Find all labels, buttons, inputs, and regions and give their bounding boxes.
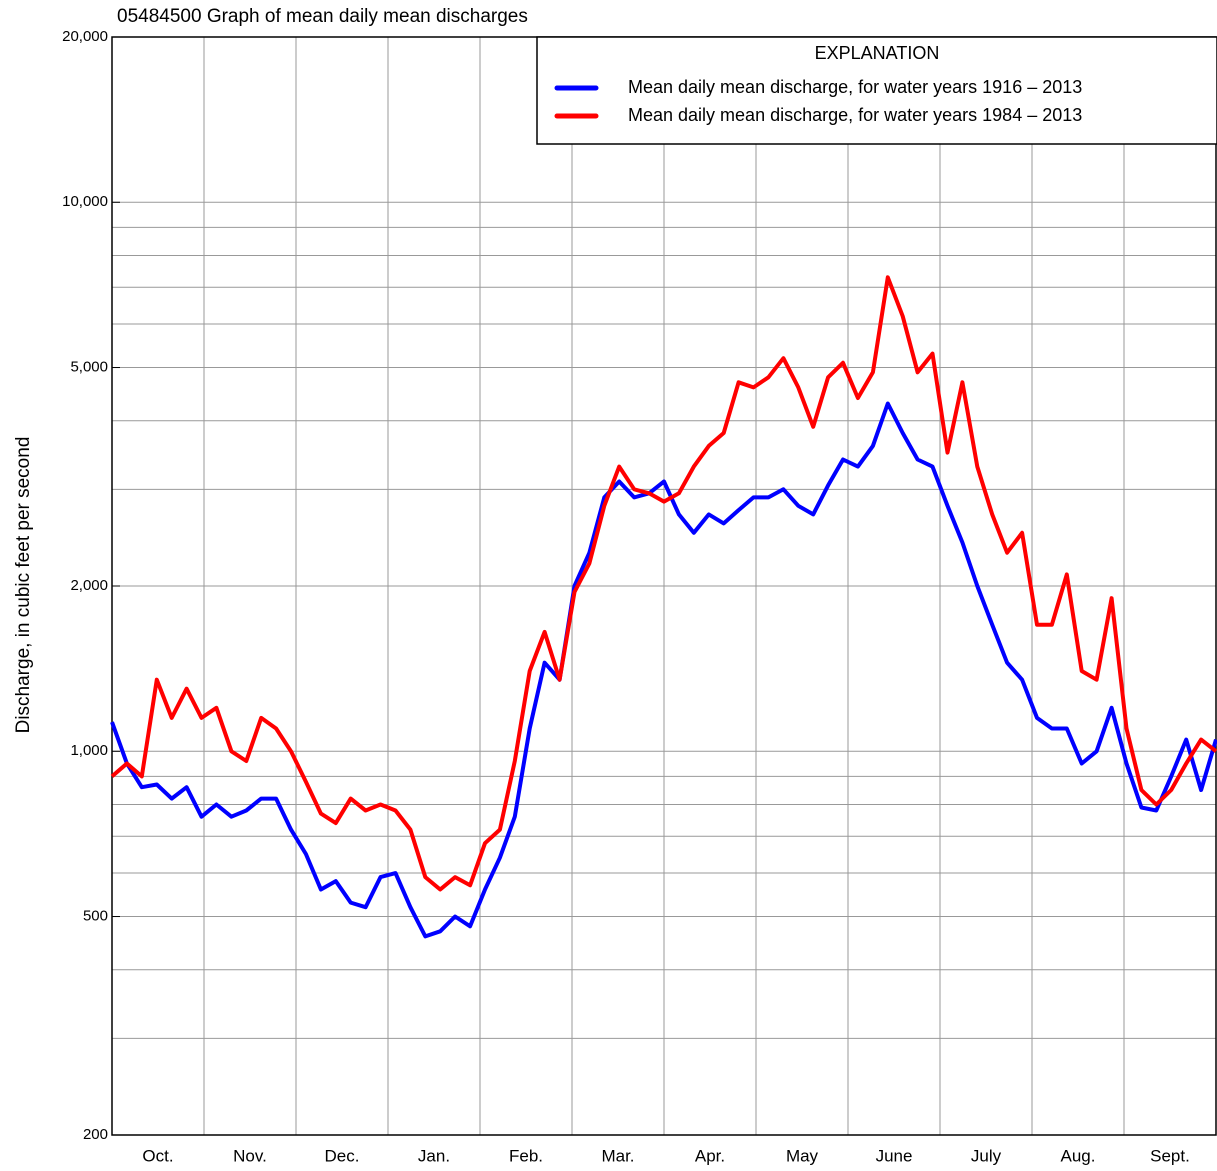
x-tick-label: June bbox=[876, 1146, 913, 1165]
legend-label: Mean daily mean discharge, for water yea… bbox=[628, 77, 1082, 97]
y-axis-label: Discharge, in cubic feet per second bbox=[13, 437, 34, 734]
legend-box bbox=[536, 36, 1217, 145]
y-tick-label: 200 bbox=[83, 1126, 108, 1143]
x-tick-label: Jan. bbox=[418, 1146, 450, 1165]
y-tick-label: 20,000 bbox=[62, 28, 108, 45]
x-tick-label: Mar. bbox=[601, 1146, 634, 1165]
series-line bbox=[110, 401, 1217, 939]
y-tick-label: 2,000 bbox=[70, 577, 108, 594]
x-tick-label: Sept. bbox=[1150, 1146, 1190, 1165]
y-tick-label: 10,000 bbox=[62, 193, 108, 210]
legend-label: Mean daily mean discharge, for water yea… bbox=[628, 105, 1082, 125]
x-tick-label: Apr. bbox=[695, 1146, 725, 1165]
y-tick-label: 500 bbox=[83, 907, 108, 924]
x-tick-label: Oct. bbox=[142, 1146, 173, 1165]
legend-title: EXPLANATION bbox=[815, 43, 940, 63]
series-line bbox=[110, 275, 1217, 892]
x-tick-label: Feb. bbox=[509, 1146, 543, 1165]
y-tick-label: 1,000 bbox=[70, 742, 108, 759]
x-tick-label: May bbox=[786, 1146, 819, 1165]
x-tick-label: July bbox=[971, 1146, 1002, 1165]
x-tick-label: Nov. bbox=[233, 1146, 267, 1165]
y-tick-label: 5,000 bbox=[70, 358, 108, 375]
chart-title: 05484500 Graph of mean daily mean discha… bbox=[117, 6, 528, 27]
x-tick-label: Aug. bbox=[1061, 1146, 1096, 1165]
x-tick-label: Dec. bbox=[325, 1146, 360, 1165]
